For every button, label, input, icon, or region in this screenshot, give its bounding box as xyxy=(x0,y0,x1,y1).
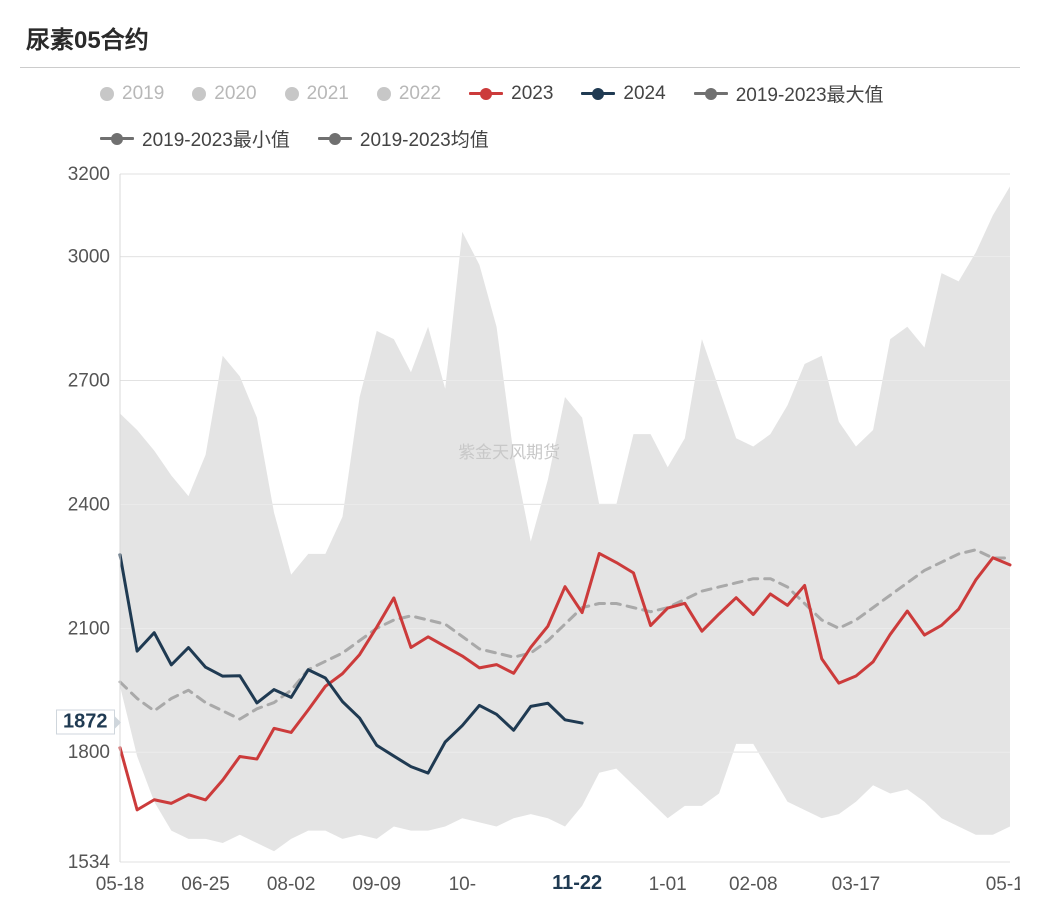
svg-text:2700: 2700 xyxy=(68,370,110,391)
svg-text:08-02: 08-02 xyxy=(267,874,316,895)
legend-item[interactable]: 2022 xyxy=(377,80,441,107)
svg-text:02-08: 02-08 xyxy=(729,874,778,895)
x-axis-highlight: 11-22 xyxy=(552,872,602,895)
legend-label: 2022 xyxy=(399,83,441,105)
legend-marker xyxy=(100,137,134,140)
chart-legend: 2019 2020 2021 2022 2023 2024 2019-2023最大值 2019… xyxy=(20,72,1020,162)
chart-title: 尿素05合约 xyxy=(20,20,1020,68)
range-band xyxy=(120,186,1010,851)
legend-item[interactable]: 2019 xyxy=(100,80,164,107)
svg-text:05-18: 05-18 xyxy=(96,874,145,895)
legend-label: 2020 xyxy=(214,83,256,105)
svg-text:09-09: 09-09 xyxy=(352,874,401,895)
chart-container: 尿素05合约 2019 2020 2021 2022 2023 2024 2019-2023… xyxy=(20,20,1020,902)
svg-text:2400: 2400 xyxy=(68,494,110,515)
legend-label: 2021 xyxy=(307,83,349,105)
svg-text:10-: 10- xyxy=(449,874,476,895)
legend-marker xyxy=(581,92,615,95)
svg-text:1534: 1534 xyxy=(68,852,111,873)
legend-marker xyxy=(469,92,503,95)
legend-marker xyxy=(377,87,391,101)
legend-label: 2023 xyxy=(511,83,553,105)
legend-marker xyxy=(100,87,114,101)
y-axis-highlight: 1872 xyxy=(56,710,115,735)
svg-text:05-17: 05-17 xyxy=(986,874,1020,895)
legend-marker xyxy=(318,137,352,140)
svg-text:1-01: 1-01 xyxy=(649,874,687,895)
legend-item[interactable]: 2019-2023最小值 xyxy=(100,125,290,152)
legend-label: 2019 xyxy=(122,83,164,105)
legend-item[interactable]: 2023 xyxy=(469,80,553,107)
svg-text:3000: 3000 xyxy=(68,247,110,268)
legend-label: 2019-2023最大值 xyxy=(736,80,884,107)
legend-item[interactable]: 2019-2023最大值 xyxy=(694,80,884,107)
svg-text:1800: 1800 xyxy=(68,742,110,763)
legend-marker xyxy=(285,87,299,101)
legend-label: 2024 xyxy=(623,83,665,105)
svg-text:03-17: 03-17 xyxy=(832,874,881,895)
svg-text:06-25: 06-25 xyxy=(181,874,230,895)
legend-marker xyxy=(694,92,728,95)
legend-item[interactable]: 2019-2023均值 xyxy=(318,125,489,152)
svg-text:3200: 3200 xyxy=(68,164,110,185)
legend-item[interactable]: 2021 xyxy=(285,80,349,107)
legend-item[interactable]: 2020 xyxy=(192,80,256,107)
legend-label: 2019-2023均值 xyxy=(360,125,489,152)
svg-text:2100: 2100 xyxy=(68,618,110,639)
legend-marker xyxy=(192,87,206,101)
chart-svg: 1534 1800 2100 2400 2700 3000 3200 05-18 06-25 08… xyxy=(20,162,1020,902)
chart-plot: 1534 1800 2100 2400 2700 3000 3200 05-18 06-25 08… xyxy=(20,162,1020,902)
legend-label: 2019-2023最小值 xyxy=(142,125,290,152)
legend-item[interactable]: 2024 xyxy=(581,80,665,107)
